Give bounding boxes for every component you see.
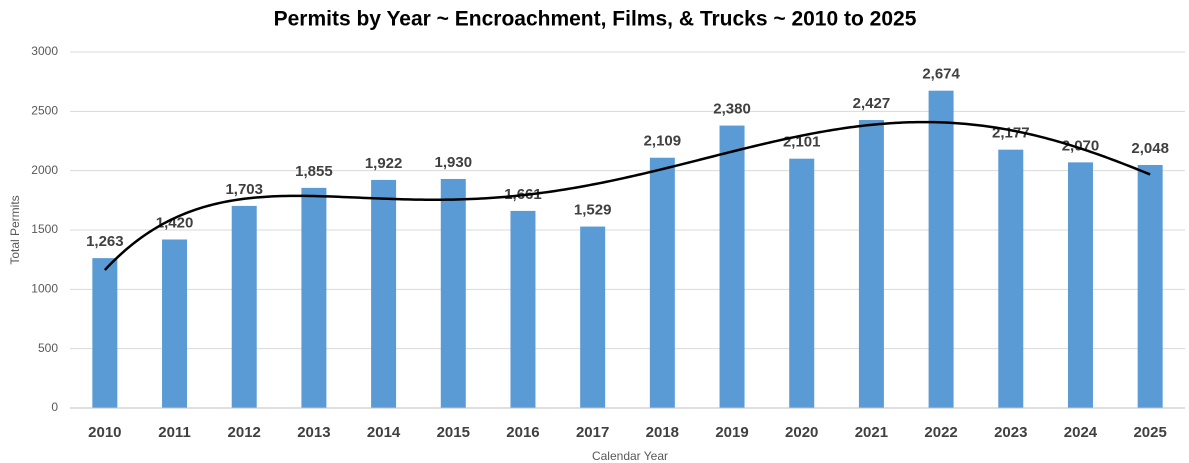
bar — [858, 119, 884, 408]
bar — [1137, 164, 1163, 408]
x-tick-label: 2011 — [158, 424, 191, 441]
value-label: 2,674 — [922, 66, 960, 83]
bar — [440, 178, 466, 408]
value-label: 1,922 — [365, 155, 403, 172]
x-tick-label: 2019 — [715, 424, 748, 441]
y-tick-label: 2500 — [31, 104, 58, 118]
y-tick-label: 500 — [38, 341, 58, 355]
y-tick-label: 0 — [51, 400, 58, 414]
bar — [1067, 162, 1093, 408]
chart-title: Permits by Year ~ Encroachment, Films, &… — [274, 8, 917, 31]
bar — [92, 258, 118, 408]
value-label: 2,070 — [1062, 137, 1100, 154]
x-tick-label: 2010 — [88, 424, 121, 441]
value-label: 2,427 — [853, 95, 891, 112]
value-label: 1,263 — [86, 233, 124, 250]
bar — [301, 187, 327, 408]
x-tick-label: 2016 — [506, 424, 539, 441]
x-tick-label: 2025 — [1133, 424, 1166, 441]
bar — [231, 205, 257, 408]
bar — [789, 158, 815, 408]
x-axis-label: Calendar Year — [592, 449, 668, 463]
y-tick-label: 2000 — [31, 163, 58, 177]
y-axis-label: Total Permits — [8, 195, 22, 264]
x-tick-label: 2024 — [1064, 424, 1098, 441]
bar — [510, 210, 536, 408]
x-tick-label: 2020 — [785, 424, 818, 441]
bar — [162, 239, 188, 408]
bar — [998, 149, 1024, 409]
value-label: 1,930 — [435, 154, 473, 171]
x-tick-label: 2014 — [367, 424, 401, 441]
bar — [649, 157, 675, 408]
value-label: 2,048 — [1131, 140, 1169, 157]
x-tick-label: 2021 — [855, 424, 888, 441]
y-tick-label: 1500 — [31, 222, 58, 236]
x-tick-label: 2018 — [646, 424, 679, 441]
bar — [719, 125, 745, 408]
trendline — [103, 120, 1151, 271]
value-label: 1,855 — [295, 163, 333, 180]
bar — [928, 90, 954, 408]
x-tick-label: 2017 — [576, 424, 609, 441]
x-tick-label: 2013 — [297, 424, 330, 441]
value-label: 2,109 — [644, 133, 682, 150]
value-label: 1,703 — [225, 181, 263, 198]
value-label: 2,380 — [713, 101, 751, 118]
value-label: 1,420 — [156, 214, 194, 231]
x-tick-label: 2022 — [924, 424, 957, 441]
x-tick-label: 2012 — [228, 424, 261, 441]
x-tick-label: 2015 — [437, 424, 470, 441]
y-tick-label: 1000 — [31, 282, 58, 296]
bar — [371, 179, 397, 408]
value-label: 1,529 — [574, 202, 612, 219]
x-tick-label: 2023 — [994, 424, 1027, 441]
y-tick-label: 3000 — [31, 44, 58, 58]
bar — [580, 226, 606, 408]
